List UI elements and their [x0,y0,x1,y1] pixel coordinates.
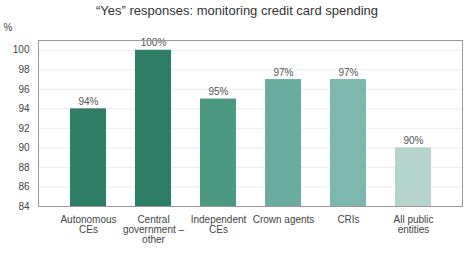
svg-text:%: % [4,22,13,33]
svg-text:All publicentities: All publicentities [393,214,433,235]
svg-text:90%: 90% [403,135,423,146]
svg-text:Centralgovernment –other: Centralgovernment –other [123,214,185,245]
svg-text:92: 92 [18,123,30,134]
html-text:“Yes” responses: monitoring cr: “Yes” responses: monitoring credit card … [96,3,378,18]
svg-text:CRIs: CRIs [337,214,359,225]
svg-text:98: 98 [18,64,30,75]
svg-text:94%: 94% [78,96,98,107]
svg-text:96: 96 [18,84,30,95]
svg-text:97%: 97% [338,67,358,78]
svg-text:84: 84 [18,201,30,212]
svg-text:100%: 100% [141,37,167,48]
svg-text:95%: 95% [208,86,228,97]
svg-text:97%: 97% [273,67,293,78]
svg-text:94: 94 [18,103,30,114]
svg-text:86: 86 [18,181,30,192]
svg-text:IndependentCEs: IndependentCEs [191,214,247,235]
svg-text:Crown agents: Crown agents [253,214,315,225]
svg-text:90: 90 [18,142,30,153]
svg-text:AutonomousCEs: AutonomousCEs [60,214,116,235]
svg-text:100: 100 [13,44,30,55]
svg-text:88: 88 [18,162,30,173]
